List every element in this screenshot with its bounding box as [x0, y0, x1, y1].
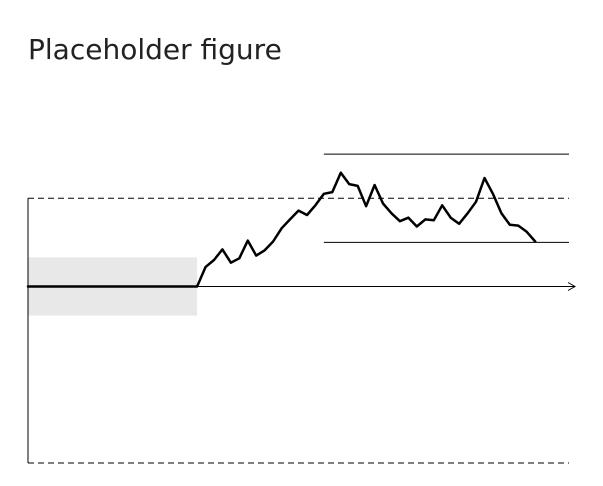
chart-title: Placeholder figure	[28, 33, 282, 66]
series-layer	[26, 171, 537, 288]
x-axis-arrowhead	[567, 282, 577, 291]
axes-layer	[27, 198, 577, 463]
reference-lines-layer	[28, 153, 569, 464]
series-line-0	[26, 171, 537, 288]
